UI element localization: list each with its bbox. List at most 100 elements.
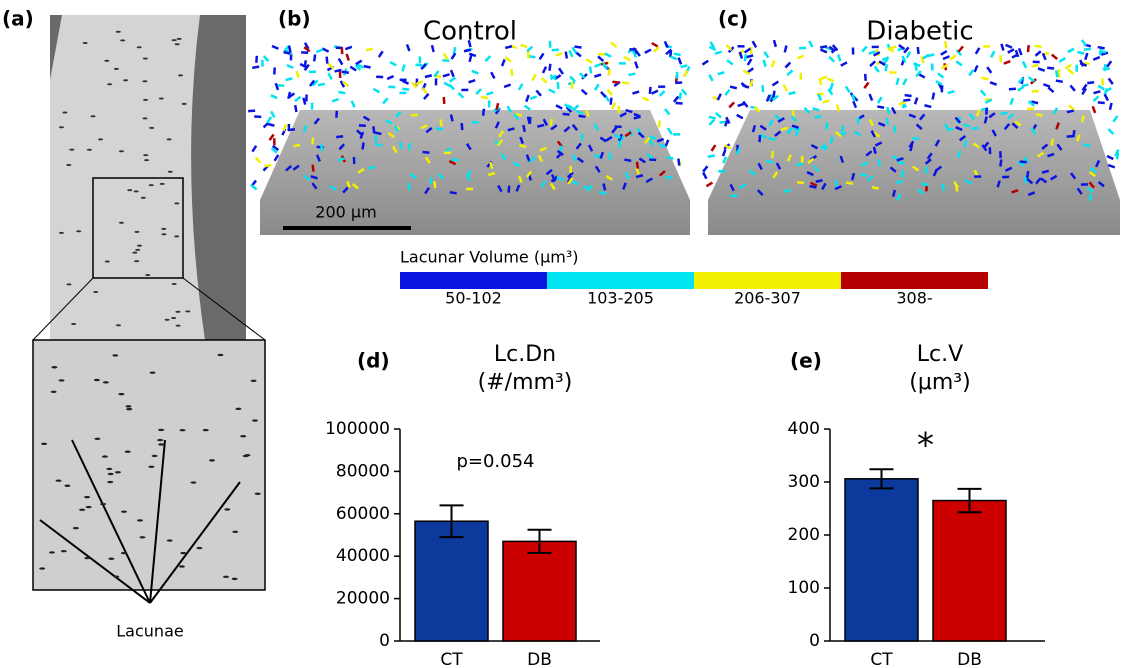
chart-subtitle: (μm³) [909, 370, 970, 395]
lacuna-glyph [377, 50, 384, 58]
lacuna-glyph [350, 100, 356, 108]
lacuna-glyph [884, 64, 889, 72]
lacuna-glyph [407, 182, 411, 191]
lacuna-glyph [385, 119, 393, 125]
lacuna-glyph [898, 44, 906, 51]
lacuna-glyph [148, 465, 155, 468]
lacuna-glyph [261, 59, 264, 67]
lacuna-glyph [356, 129, 363, 136]
lacuna-glyph [341, 70, 350, 75]
lacuna-glyph [352, 156, 356, 165]
lacuna-glyph [1056, 143, 1063, 151]
lacuna-glyph [572, 104, 580, 112]
lacuna-glyph [777, 117, 785, 123]
lacuna-glyph [480, 95, 489, 100]
lacuna-glyph [1011, 122, 1019, 129]
lacuna-glyph [742, 69, 751, 76]
lacuna-glyph [790, 115, 798, 123]
lacuna-glyph [433, 70, 440, 78]
lacuna-glyph [635, 167, 640, 175]
lacuna-glyph [918, 113, 926, 121]
lacuna-glyph [768, 119, 774, 127]
lacuna-glyph [657, 120, 661, 128]
lacuna-glyph [303, 60, 308, 68]
lacuna-glyph [398, 141, 404, 150]
lacuna-glyph [442, 52, 449, 60]
lacuna-glyph [497, 184, 503, 193]
lacuna-glyph [682, 69, 689, 78]
lacuna-glyph [1026, 177, 1034, 185]
lacuna-glyph [148, 184, 154, 187]
lacuna-glyph [958, 135, 967, 142]
lacuna-glyph [489, 161, 494, 170]
lacuna-glyph [735, 147, 741, 155]
lacuna-glyph [565, 106, 573, 113]
lacuna-glyph [851, 47, 855, 55]
lacuna-glyph [312, 79, 319, 87]
lacuna-glyph [723, 119, 729, 127]
lacuna-glyph [600, 91, 607, 98]
lacuna-glyph [856, 116, 860, 124]
lacuna-glyph [251, 145, 258, 153]
lacuna-glyph [971, 126, 979, 131]
lacuna-glyph [817, 93, 823, 102]
lacuna-glyph [634, 49, 641, 57]
lacuna-glyph [845, 181, 854, 185]
lacuna-glyph [1047, 86, 1055, 94]
lacuna-glyph [1064, 63, 1073, 70]
lacuna-glyph [1019, 160, 1027, 164]
lacuna-glyph [66, 283, 72, 286]
lacuna-glyph [1054, 70, 1059, 78]
lacuna-glyph [898, 101, 906, 106]
lacuna-glyph [295, 70, 300, 79]
lacuna-glyph [839, 155, 845, 163]
lacuna-glyph [208, 459, 215, 462]
lacuna-glyph [504, 56, 512, 63]
lacuna-glyph [151, 454, 158, 458]
lacuna-glyph [673, 52, 681, 57]
lacuna-glyph [610, 101, 617, 110]
lacuna-glyph [525, 170, 533, 178]
legend-title: Lacunar Volume (µm³) [400, 248, 579, 267]
lacuna-glyph [746, 54, 754, 59]
lacuna-glyph [736, 113, 744, 120]
lacuna-glyph [271, 44, 279, 50]
lacuna-glyph [813, 165, 819, 173]
lacuna-glyph [806, 170, 814, 177]
lacuna-glyph [774, 114, 782, 121]
lacuna-glyph [954, 184, 959, 192]
lacuna-glyph [268, 133, 275, 141]
lacuna-glyph [494, 121, 500, 129]
lacuna-glyph [893, 125, 897, 133]
lacuna-glyph [708, 45, 717, 52]
lacuna-glyph [868, 93, 874, 102]
lacuna-glyph [844, 85, 851, 93]
lacuna-glyph [664, 139, 670, 147]
lacuna-glyph [784, 61, 792, 69]
lacuna-glyph [1017, 160, 1025, 167]
x-tick-label: CT [440, 650, 463, 668]
lacuna-glyph [902, 78, 908, 86]
lacuna-glyph [180, 551, 187, 555]
lacuna-glyph [1084, 52, 1089, 61]
lacuna-glyph [702, 171, 708, 180]
lacuna-glyph [922, 53, 930, 60]
lacuna-glyph [895, 179, 904, 185]
lacuna-glyph [254, 156, 262, 164]
legend-swatch [694, 272, 841, 289]
lacuna-glyph [1000, 43, 1005, 51]
lacuna-glyph [123, 79, 129, 82]
lacuna-glyph [1068, 104, 1076, 111]
lacuna-glyph [1055, 79, 1063, 84]
lacuna-glyph [535, 89, 542, 97]
lacuna-glyph [895, 193, 902, 201]
lacuna-glyph [551, 48, 559, 52]
lacuna-glyph [315, 48, 324, 54]
lacuna-glyph [277, 83, 285, 88]
x-tick-label: CT [870, 650, 893, 668]
lacuna-glyph [772, 39, 778, 48]
lacuna-glyph [115, 324, 121, 327]
lacuna-glyph [421, 87, 428, 95]
lacuna-glyph [174, 235, 180, 238]
lacuna-glyph [308, 70, 317, 74]
